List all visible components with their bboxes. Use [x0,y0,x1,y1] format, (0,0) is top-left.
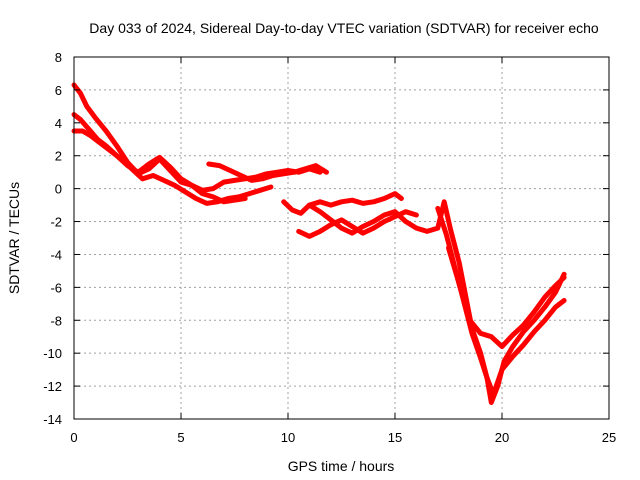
plot-frame [73,56,610,420]
grid [74,57,609,419]
x-axis-label: GPS time / hours [288,458,395,474]
y-tick-label: 4 [55,116,62,131]
x-tick-label: 10 [281,430,295,445]
series-line-track-d [206,161,329,183]
y-tick-label: -2 [50,215,62,230]
series-line-track-f [296,209,419,239]
y-axis-ticks: -14 -12 -10 -8 -6 -4 -2 0 2 4 6 8 [43,50,609,427]
y-tick-label: -10 [43,346,62,361]
series-line-track-h [435,205,567,405]
y-tick-label: 8 [55,50,62,65]
y-tick-label: -8 [50,313,62,328]
x-tick-label: 0 [70,430,77,445]
series-line-track-e [281,199,567,397]
series-line-track-g [306,191,404,208]
series-layer [71,82,567,405]
chart-title: Day 033 of 2024, Sidereal Day-to-day VTE… [89,20,599,36]
y-tick-label: -14 [43,412,62,427]
y-tick-label: 6 [55,83,62,98]
y-tick-label: -4 [50,247,62,262]
y-tick-label: 2 [55,149,62,164]
series-line-track-i [446,245,567,350]
x-tick-label: 5 [177,430,184,445]
x-tick-label: 20 [495,430,509,445]
y-axis-label: SDTVAR / TECUs [6,182,22,294]
series-line-track-c [71,112,248,205]
x-tick-label: 15 [388,430,402,445]
x-axis-ticks: 0 5 10 15 20 25 [70,57,616,445]
x-tick-label: 25 [602,430,616,445]
y-tick-label: -6 [50,280,62,295]
y-tick-label: 0 [55,182,62,197]
y-tick-label: -12 [43,379,62,394]
